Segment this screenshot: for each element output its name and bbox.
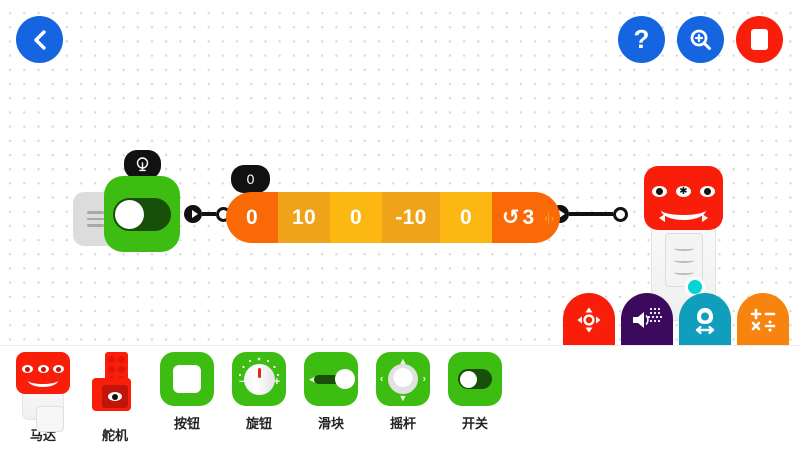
- category-tab-math[interactable]: [737, 293, 789, 346]
- eye-right-icon: [700, 186, 715, 197]
- device-face[interactable]: ✱: [644, 166, 723, 230]
- button-icon[interactable]: [160, 352, 214, 406]
- minus-label: −: [239, 376, 246, 388]
- lightbulb-icon: [136, 156, 149, 171]
- sequence-cell[interactable]: 10: [278, 192, 330, 243]
- connector-left[interactable]: [184, 205, 231, 223]
- eye-left-icon: [22, 365, 33, 373]
- switch-track[interactable]: [113, 197, 171, 231]
- connector-open-dot[interactable]: [613, 206, 628, 222]
- sequence-cell[interactable]: 0: [330, 192, 382, 243]
- left-arrow-icon: ‹: [380, 373, 384, 385]
- sequence-cell[interactable]: -10: [382, 192, 440, 243]
- stop-square-icon: [751, 29, 768, 50]
- palette-label: 摇杆: [389, 416, 416, 431]
- port-line: [674, 246, 694, 251]
- sequence-cell[interactable]: 0: [226, 192, 278, 243]
- category-tab-sound-led[interactable]: [621, 293, 673, 346]
- help-button[interactable]: ?: [618, 16, 665, 63]
- palette-label: 开关: [461, 416, 488, 431]
- menu-icon-line: [86, 217, 104, 221]
- servo-icon[interactable]: [88, 352, 142, 422]
- switch-knob[interactable]: [459, 370, 477, 388]
- plus-label: +: [273, 376, 280, 388]
- button-square: [173, 365, 201, 393]
- menu-icon-line: [86, 224, 104, 227]
- port-line: [674, 270, 694, 275]
- math-icon: [750, 308, 776, 331]
- menu-icon-line: [86, 211, 104, 214]
- servo-window: [102, 385, 128, 408]
- palette-label: 按钮: [173, 416, 200, 431]
- sequence-block[interactable]: 0 10 0 -10 0 ↺ 3 ‹│›: [226, 192, 560, 243]
- question-mark-icon: ?: [633, 24, 650, 54]
- motor-port: [36, 406, 64, 432]
- magnifier-plus-icon: [690, 29, 711, 50]
- slider-knob[interactable]: [335, 369, 355, 389]
- resize-grip-icon[interactable]: ‹│›: [544, 212, 554, 223]
- switch-knob[interactable]: [115, 199, 144, 229]
- loop-count: 3: [522, 205, 535, 229]
- eye-center-icon: ✱: [676, 186, 691, 197]
- connector-play-dot[interactable]: [184, 205, 202, 223]
- palette-item-servo[interactable]: 舵机: [84, 352, 146, 444]
- motor-face: [16, 352, 70, 394]
- palette-item-button[interactable]: 按钮: [156, 352, 218, 432]
- palette-item-switch[interactable]: 开关: [444, 352, 506, 432]
- zoom-in-button[interactable]: [677, 16, 724, 63]
- palette-item-joystick[interactable]: ▲ ▼ ‹ › 摇杆: [372, 352, 434, 432]
- knob-ticks: [238, 357, 280, 377]
- palette-label: 旋钮: [245, 416, 272, 431]
- eye-center-icon: [37, 365, 49, 373]
- knob-icon[interactable]: − +: [232, 352, 286, 406]
- device-port-slot[interactable]: [665, 233, 703, 287]
- smile-icon: [28, 374, 58, 387]
- switch-block[interactable]: [104, 176, 180, 252]
- left-arrow-icon: ◀: [309, 374, 316, 384]
- sensor-icon: [695, 307, 715, 334]
- loop-icon: ↺: [501, 206, 520, 229]
- chevron-left-icon: [33, 29, 46, 50]
- palette-item-motor[interactable]: 马达: [12, 352, 74, 444]
- motor-body: [22, 372, 64, 432]
- dpad-icon: [577, 307, 601, 332]
- palette-label: 滑块: [317, 416, 344, 431]
- eye-left-icon: [652, 186, 667, 197]
- sequence-loop-cell[interactable]: ↺ 3 ‹│›: [492, 192, 560, 243]
- speaker-led-icon: [633, 307, 663, 328]
- palette-label: 舵机: [101, 428, 128, 443]
- category-tab-movement[interactable]: [563, 293, 615, 346]
- down-arrow-icon: ▼: [398, 393, 408, 403]
- category-tabs: [563, 293, 789, 346]
- joystick-stick[interactable]: [388, 364, 418, 394]
- eye-right-icon: [53, 365, 64, 373]
- joystick-icon[interactable]: ▲ ▼ ‹ ›: [376, 352, 430, 406]
- component-palette: 马达 舵机 按钮: [0, 345, 800, 450]
- switch-track[interactable]: [458, 369, 492, 389]
- back-button[interactable]: [16, 16, 63, 63]
- knob-indicator: [257, 367, 261, 378]
- motor-icon[interactable]: [16, 352, 70, 432]
- right-arrow-icon: ›: [422, 373, 426, 385]
- slider-icon[interactable]: ◀ ▶: [304, 352, 358, 406]
- sequence-cell[interactable]: 0: [440, 192, 492, 243]
- slider-track[interactable]: [314, 369, 355, 389]
- connector-line: [202, 212, 216, 216]
- palette-item-slider[interactable]: ◀ ▶ 滑块: [300, 352, 362, 432]
- sequence-tooltip: 0: [231, 165, 270, 193]
- switch-icon[interactable]: [448, 352, 502, 406]
- eye-icon: [108, 392, 122, 401]
- smile-icon: [659, 200, 708, 222]
- stop-button[interactable]: [736, 16, 783, 63]
- up-arrow-icon: ▲: [398, 356, 408, 366]
- switch-tooltip: [124, 150, 161, 179]
- connector-line: [569, 212, 613, 216]
- category-tab-sensors[interactable]: [679, 293, 731, 346]
- knob-dial[interactable]: [243, 363, 275, 395]
- palette-item-knob[interactable]: − + 旋钮: [228, 352, 290, 432]
- connector-right[interactable]: [551, 205, 628, 223]
- port-line: [674, 258, 694, 263]
